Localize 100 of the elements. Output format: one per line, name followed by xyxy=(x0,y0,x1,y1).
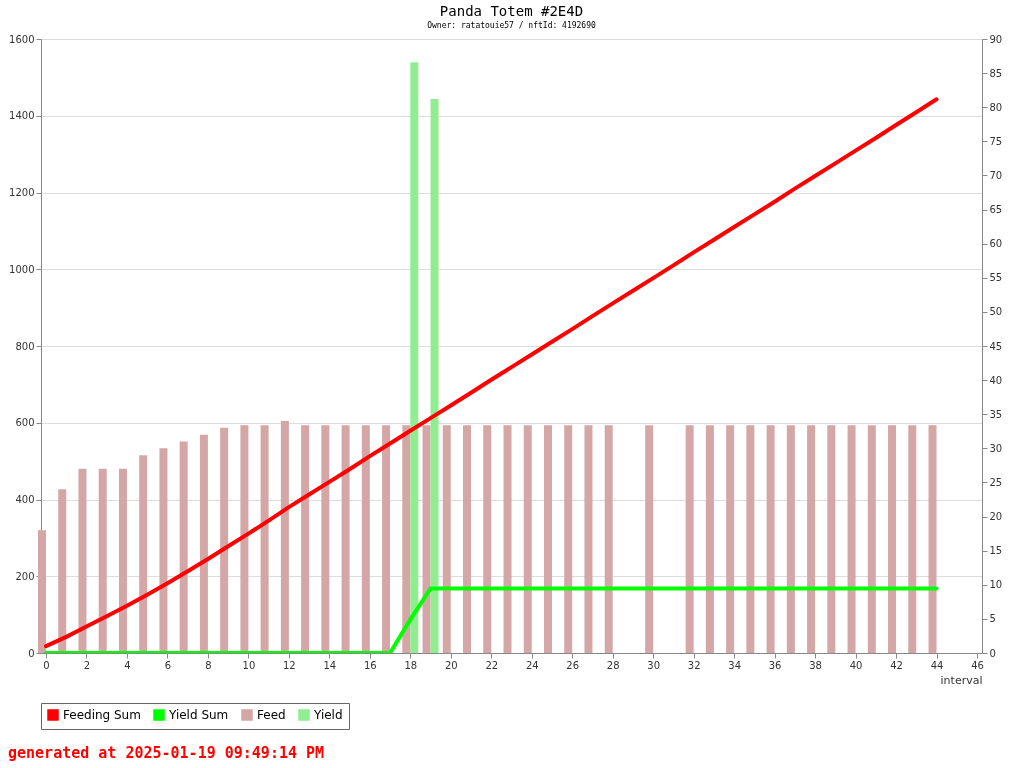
bar xyxy=(928,425,937,653)
bar xyxy=(321,425,330,653)
x-tick-label: 42 xyxy=(890,659,903,671)
legend-label: Yield xyxy=(313,708,343,722)
x-tick-label: 18 xyxy=(404,659,418,671)
bar xyxy=(422,425,431,653)
bar xyxy=(341,425,350,653)
x-tick-label: 28 xyxy=(606,659,620,671)
bar xyxy=(410,62,419,653)
y2-tick-label: 30 xyxy=(989,442,1003,454)
x-tick-label: 2 xyxy=(83,659,91,671)
y-tick-label: 0 xyxy=(28,647,35,659)
bar xyxy=(463,425,472,653)
x-tick-label: 6 xyxy=(164,659,172,671)
y2-tick-label: 0 xyxy=(989,647,996,659)
x-tick-label: 10 xyxy=(242,659,256,671)
y-tick-label: 600 xyxy=(15,417,35,429)
y2-tick-label: 35 xyxy=(989,408,1003,420)
bar xyxy=(220,427,229,653)
y2-tick-label: 70 xyxy=(989,169,1003,181)
bar xyxy=(847,425,856,653)
x-tick-label: 26 xyxy=(566,659,580,671)
x-tick-label: 22 xyxy=(485,659,499,671)
bar xyxy=(705,425,714,653)
bar xyxy=(726,425,735,653)
bar xyxy=(78,468,87,653)
y-tick-label: 1200 xyxy=(9,187,35,198)
bar xyxy=(827,425,836,653)
bar xyxy=(38,530,46,653)
y-tick-label: 1000 xyxy=(9,263,35,275)
y-tick-label: 1400 xyxy=(9,110,35,122)
bar xyxy=(746,425,755,653)
bar xyxy=(58,489,67,653)
y2-tick-label: 40 xyxy=(989,374,1003,386)
bar xyxy=(584,425,593,653)
x-tick-label: 46 xyxy=(971,659,984,671)
bar xyxy=(280,421,289,653)
y2-tick-label: 10 xyxy=(989,579,1003,591)
bar xyxy=(430,99,439,653)
bar xyxy=(766,425,775,653)
x-tick-label: 40 xyxy=(849,659,863,671)
bar xyxy=(685,425,694,653)
bar xyxy=(867,425,876,653)
text: generated at 2025-01-19 09:49:14 PM xyxy=(8,744,325,762)
chart-subtitle: Owner: ratatouie57 / nftId: 4192690 xyxy=(427,21,596,30)
legend-label: Feed xyxy=(257,708,286,722)
x-tick-label: 4 xyxy=(124,659,131,671)
y2-tick-label: 20 xyxy=(989,511,1003,523)
y2-tick-label: 50 xyxy=(989,306,1003,318)
y-tick-label: 1600 xyxy=(9,33,35,45)
x-tick-label: 14 xyxy=(323,659,337,671)
bar xyxy=(139,455,148,653)
bar xyxy=(483,425,492,653)
y2-tick-label: 5 xyxy=(989,613,996,625)
bar xyxy=(786,425,795,653)
x-tick-label: 20 xyxy=(444,659,458,671)
y2-tick-label: 60 xyxy=(989,238,1003,250)
bar xyxy=(908,425,917,653)
x-axis-title: interval xyxy=(940,673,983,687)
legend-label: Yield Sum xyxy=(168,708,229,722)
y2-tick-label: 45 xyxy=(989,340,1003,352)
x-tick-label: 16 xyxy=(363,659,377,671)
legend-label: Feeding Sum xyxy=(63,708,141,722)
bar xyxy=(159,448,168,653)
bar xyxy=(199,434,208,653)
bar xyxy=(503,425,512,653)
bar xyxy=(564,425,573,653)
bar xyxy=(645,425,654,653)
y-tick-label: 200 xyxy=(15,570,35,582)
x-tick-label: 30 xyxy=(647,659,661,671)
x-tick-label: 0 xyxy=(43,659,50,671)
bar xyxy=(604,425,613,653)
line-series xyxy=(44,97,939,649)
bar xyxy=(402,425,411,653)
y2-tick-label: 80 xyxy=(989,101,1003,113)
y-tick-label: 400 xyxy=(15,494,35,505)
x-tick-label: 12 xyxy=(283,659,296,671)
bar xyxy=(301,425,310,653)
x-tick-label: 34 xyxy=(728,659,741,671)
y-tick-label: 800 xyxy=(15,340,35,352)
y2-tick-label: 90 xyxy=(989,33,1003,45)
bar xyxy=(888,425,897,653)
bar xyxy=(523,425,532,653)
y2-tick-label: 25 xyxy=(989,476,1003,488)
bar xyxy=(543,425,552,653)
bar xyxy=(179,441,188,653)
bar xyxy=(240,425,249,653)
x-tick-label: 38 xyxy=(809,659,822,671)
x-tick-label: 8 xyxy=(205,659,212,671)
x-tick-label: 24 xyxy=(525,659,539,671)
x-tick-label: 32 xyxy=(687,659,701,671)
y2-tick-label: 85 xyxy=(989,67,1003,79)
bar xyxy=(118,468,127,653)
bar xyxy=(361,425,370,653)
x-tick-label: 44 xyxy=(930,659,944,671)
bar xyxy=(807,425,816,653)
x-tick-label: 36 xyxy=(768,659,782,671)
y2-tick-label: 55 xyxy=(989,272,1003,284)
bar xyxy=(260,425,269,653)
bar xyxy=(442,425,451,653)
